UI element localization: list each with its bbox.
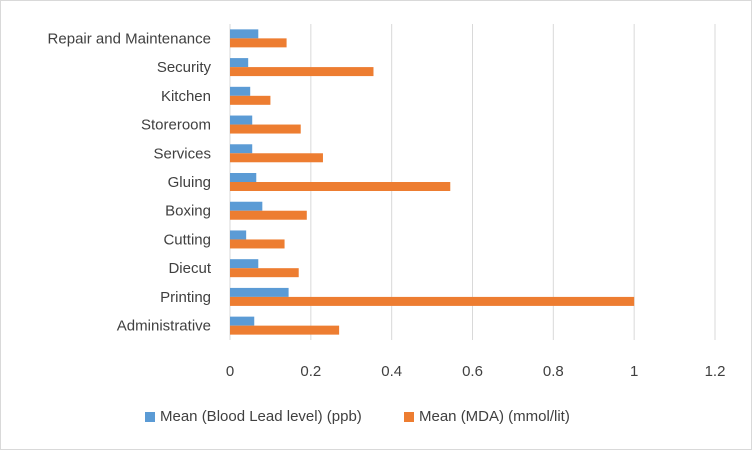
gridlines	[229, 24, 716, 340]
category-label: Security	[157, 59, 212, 76]
bar-blood-lead	[230, 115, 253, 125]
legend: Mean (Blood Lead level) (ppb) Mean (MDA)…	[0, 408, 752, 432]
category-label: Kitchen	[161, 88, 211, 105]
bar-mda	[230, 153, 323, 163]
bar-blood-lead	[230, 86, 251, 96]
legend-swatch-orange	[404, 411, 414, 422]
legend-item-blood-lead: Mean (Blood Lead level) (ppb)	[145, 408, 362, 425]
category-labels: Administrative Printing Diecut Cutting Boxin…	[48, 30, 212, 334]
bar-mda	[230, 210, 307, 220]
x-tick-labels: 0 0.2 0.4 0.6 0.8 1 1.2	[226, 363, 726, 380]
x-tick-label: 1.2	[705, 363, 726, 380]
bar-mda	[230, 182, 451, 191]
category-label: Diecut	[168, 260, 211, 277]
category-label: Storeroom	[141, 117, 211, 134]
bar-mda	[230, 325, 340, 335]
bar-mda	[230, 296, 635, 306]
x-tick-label: 0.8	[543, 363, 564, 380]
bar-mda	[230, 95, 271, 105]
x-tick-label: 0.4	[381, 363, 402, 380]
bar-mda	[230, 67, 374, 77]
category-label: Services	[153, 145, 211, 162]
category-label: Gluing	[168, 174, 211, 191]
bar-blood-lead	[230, 259, 259, 269]
bar-blood-lead	[230, 287, 289, 297]
bar-blood-lead	[230, 144, 253, 154]
bar-blood-lead	[230, 58, 249, 68]
bar-blood-lead	[230, 201, 263, 211]
bar-mda	[230, 268, 299, 278]
bar-mda	[230, 124, 301, 134]
bars	[230, 29, 635, 335]
legend-label-blood-lead: Mean (Blood Lead level) (ppb)	[160, 408, 362, 425]
x-tick-label: 0.6	[462, 363, 483, 380]
category-label: Cutting	[163, 231, 211, 248]
legend-item-mda: Mean (MDA) (mmol/lit)	[404, 408, 570, 425]
x-tick-label: 0	[226, 363, 234, 380]
category-label: Repair and Maintenance	[48, 30, 211, 47]
category-label: Administrative	[117, 318, 211, 335]
x-tick-label: 0.2	[300, 363, 321, 380]
bar-mda	[230, 239, 285, 249]
bar-blood-lead	[230, 29, 259, 39]
bar-blood-lead	[230, 316, 255, 326]
bar-mda	[230, 38, 287, 48]
bar-blood-lead	[230, 230, 247, 240]
legend-swatch-blue	[145, 411, 155, 422]
category-label: Boxing	[165, 203, 211, 220]
legend-label-mda: Mean (MDA) (mmol/lit)	[419, 408, 570, 425]
bar-blood-lead	[230, 173, 257, 182]
x-tick-label: 1	[630, 363, 638, 380]
category-label: Printing	[160, 289, 211, 306]
